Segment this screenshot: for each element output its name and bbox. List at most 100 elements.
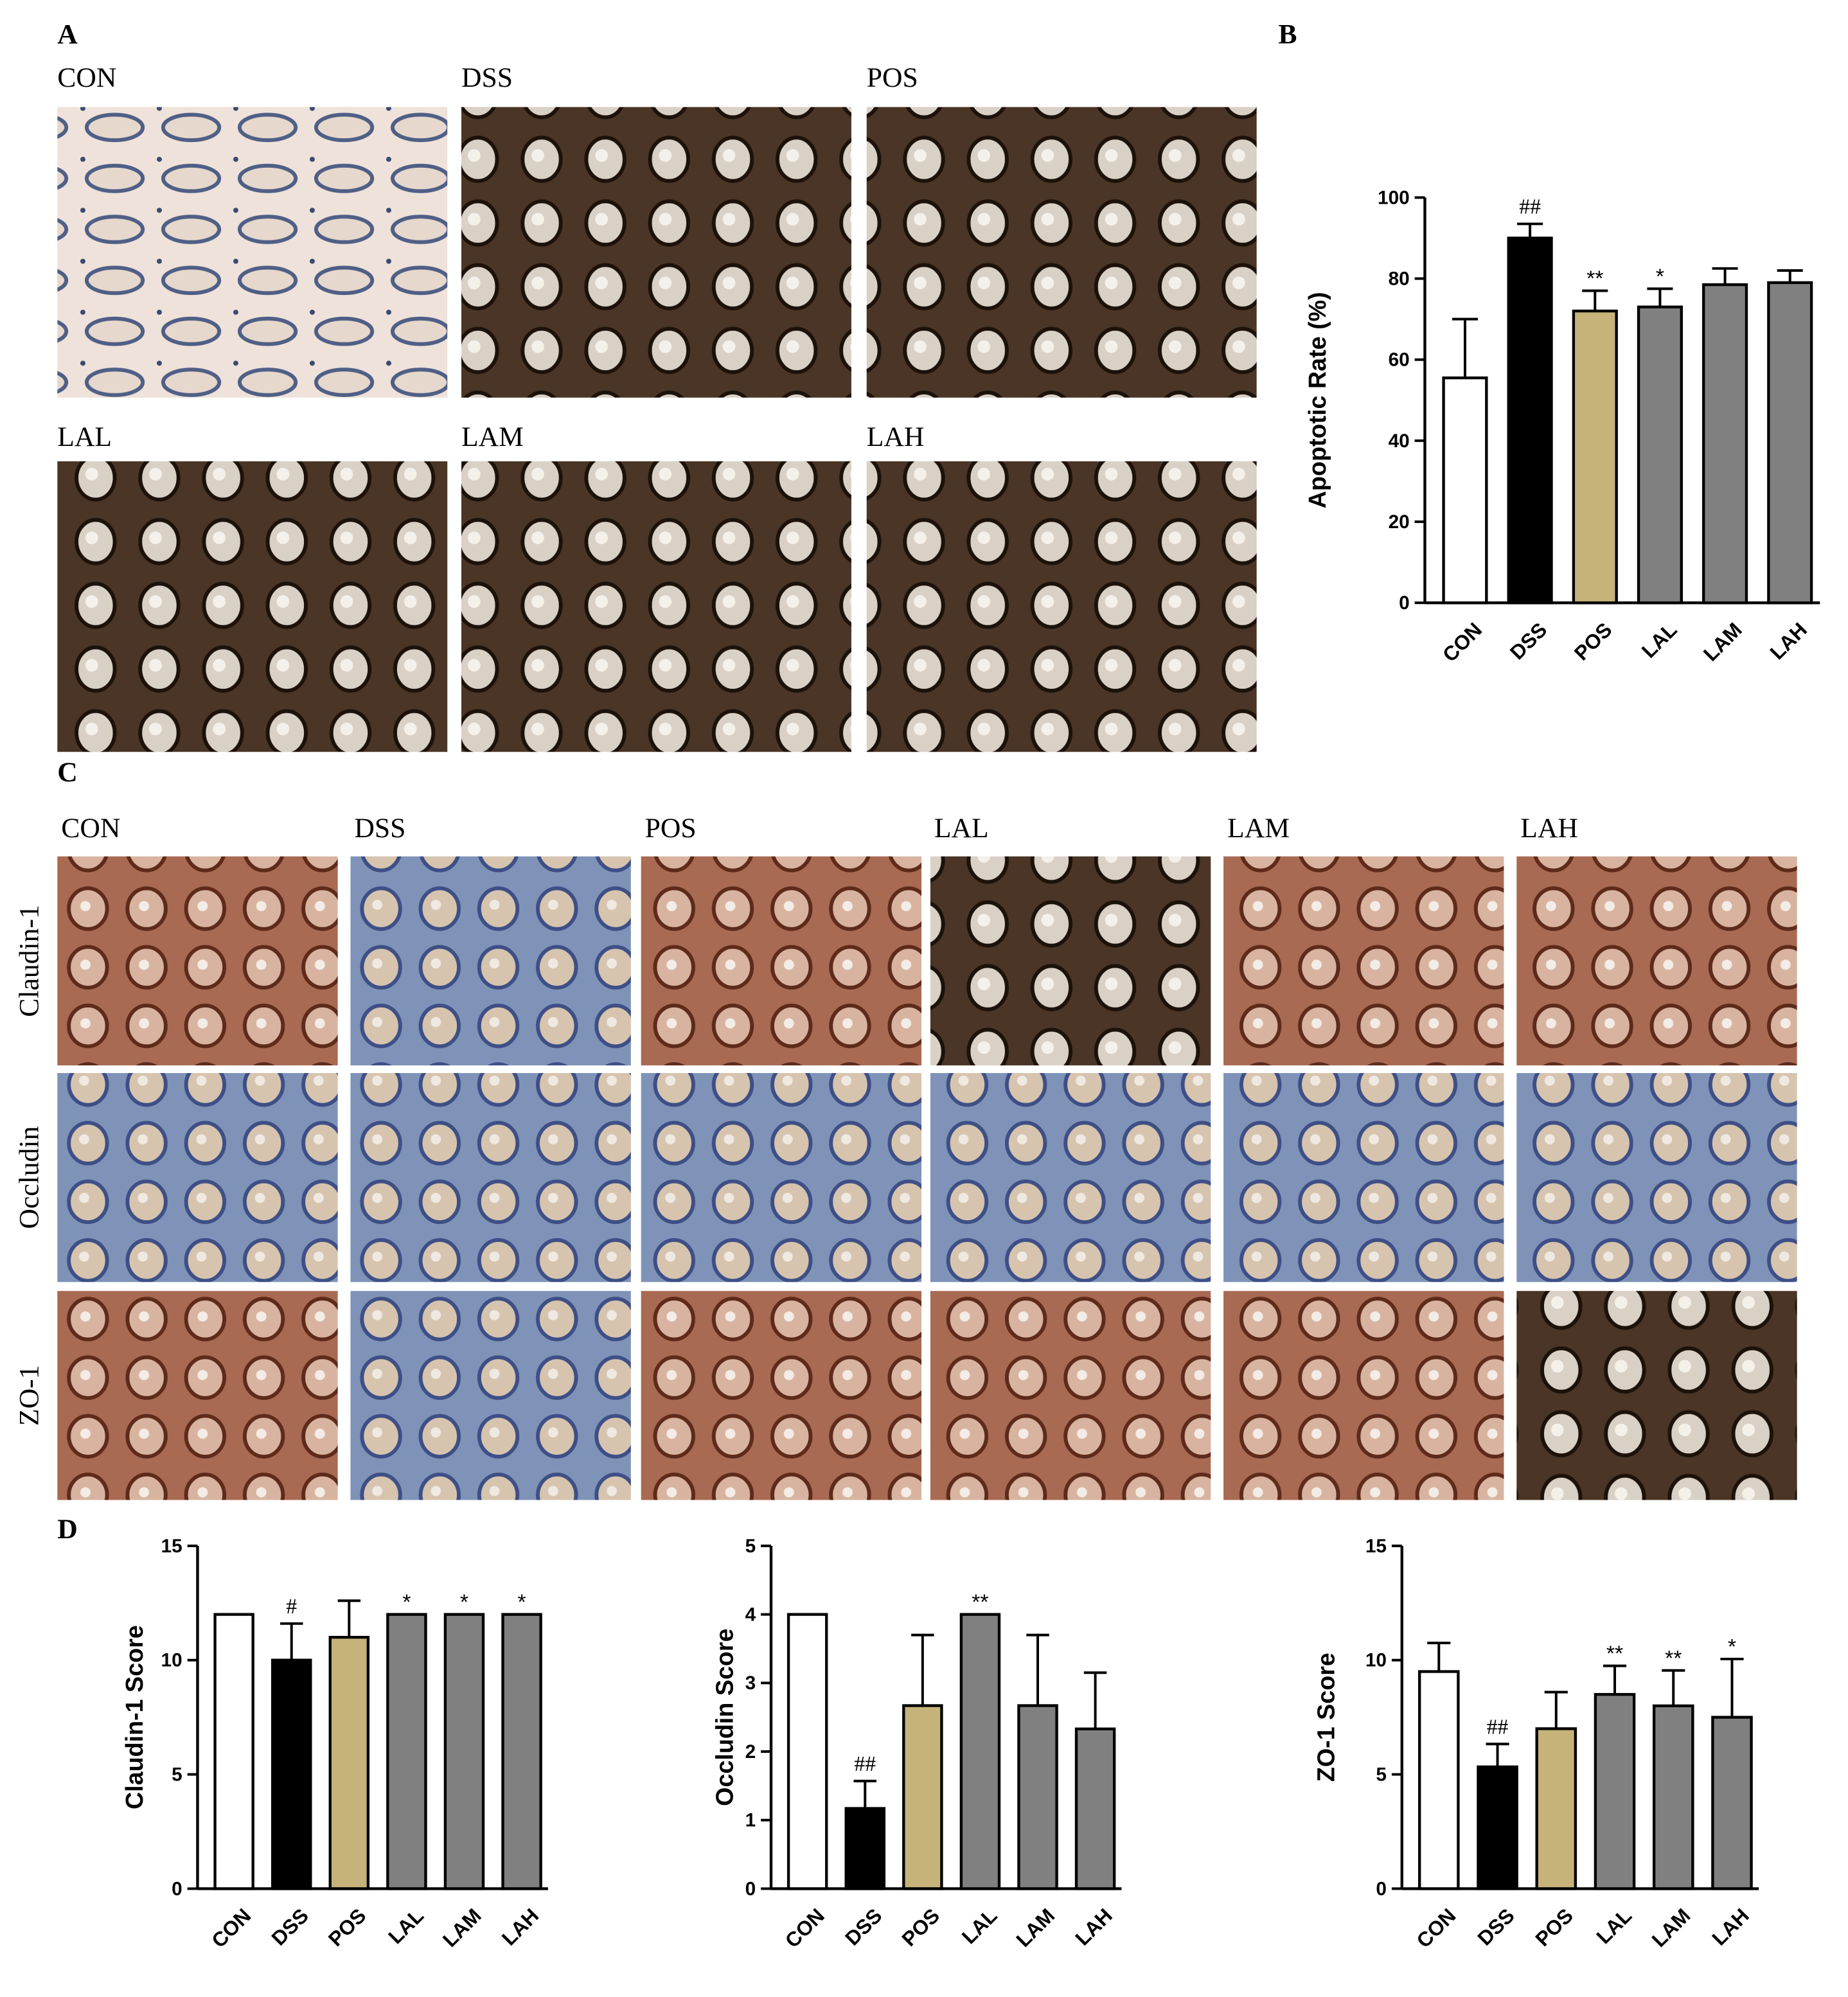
bar xyxy=(1017,1704,1058,1890)
panel-label: C xyxy=(57,757,78,788)
y-tick-label: 80 xyxy=(1389,268,1410,289)
significance: * xyxy=(1728,1635,1736,1659)
bar xyxy=(386,1613,427,1890)
x-tick-label: LAM xyxy=(438,1904,486,1951)
x-tick-label: DSS xyxy=(267,1904,313,1950)
y-tick-label: 60 xyxy=(1389,350,1410,371)
micrograph-label: LAL xyxy=(57,422,112,452)
panel-label: D xyxy=(57,1514,78,1545)
micrograph xyxy=(1223,1073,1504,1283)
y-axis-label: Occludin Score xyxy=(711,1628,738,1806)
x-tick-label: LAL xyxy=(957,1904,1002,1948)
panel-label: A xyxy=(57,19,78,49)
x-tick-label: POS xyxy=(1531,1904,1577,1951)
y-tick-label: 100 xyxy=(1378,187,1410,208)
row-label: Claudin-1 xyxy=(14,905,45,1016)
x-tick-label: LAM xyxy=(1699,618,1746,666)
bar xyxy=(1652,1704,1694,1890)
bar xyxy=(1418,1670,1460,1890)
bar xyxy=(1535,1727,1577,1890)
significance: * xyxy=(1656,264,1664,288)
x-tick-label: LAL xyxy=(384,1904,428,1948)
y-tick-label: 2 xyxy=(745,1741,756,1762)
significance: ** xyxy=(1586,267,1603,291)
micrograph-label: POS xyxy=(867,62,918,93)
significance: * xyxy=(460,1590,468,1615)
x-tick-label: LAH xyxy=(1765,618,1811,664)
x-tick-label: CON xyxy=(207,1904,255,1952)
significance: ** xyxy=(1606,1642,1623,1666)
micrograph xyxy=(930,1291,1211,1500)
micrograph xyxy=(57,856,338,1066)
x-tick-label: CON xyxy=(781,1904,829,1952)
x-tick-label: DSS xyxy=(840,1904,887,1950)
micrograph xyxy=(641,856,922,1066)
significance: ## xyxy=(1487,1715,1509,1739)
micrograph xyxy=(1223,856,1504,1066)
row-label: Occludin xyxy=(14,1126,45,1229)
micrograph xyxy=(461,107,851,398)
y-tick-label: 5 xyxy=(172,1764,182,1785)
micrograph xyxy=(866,107,1257,398)
y-tick-label: 15 xyxy=(161,1536,182,1557)
panel-label: B xyxy=(1278,19,1297,49)
bar xyxy=(443,1613,485,1890)
y-tick-label: 20 xyxy=(1389,511,1410,533)
bar xyxy=(1594,1692,1636,1890)
significance: ## xyxy=(854,1752,876,1776)
x-tick-label: DSS xyxy=(1473,1904,1519,1950)
y-tick-label: 0 xyxy=(745,1878,756,1899)
micrograph-label: LAL xyxy=(934,813,989,844)
x-tick-label: LAL xyxy=(1592,1904,1636,1948)
micrograph-label: DSS xyxy=(354,813,405,844)
significance: # xyxy=(286,1595,297,1619)
y-tick-label: 0 xyxy=(1399,592,1410,614)
x-tick-label: LAM xyxy=(1011,1904,1059,1951)
y-tick-label: 10 xyxy=(161,1650,182,1671)
significance: ** xyxy=(1665,1646,1682,1671)
x-tick-label: LAH xyxy=(1707,1904,1754,1950)
micrograph xyxy=(930,856,1211,1066)
y-tick-label: 40 xyxy=(1389,430,1410,452)
micrograph xyxy=(866,461,1257,752)
micrograph xyxy=(350,1073,631,1283)
y-tick-label: 5 xyxy=(1376,1764,1387,1785)
significance: * xyxy=(518,1590,526,1615)
micrograph xyxy=(57,1073,338,1283)
micrograph xyxy=(1516,1291,1797,1500)
x-tick-label: POS xyxy=(324,1904,371,1951)
micrograph-label: CON xyxy=(61,813,120,844)
x-tick-label: POS xyxy=(1570,618,1617,665)
significance: * xyxy=(402,1590,411,1615)
row-label: ZO-1 xyxy=(14,1365,45,1426)
y-tick-label: 1 xyxy=(745,1810,756,1831)
x-tick-label: LAH xyxy=(497,1904,544,1950)
bar xyxy=(271,1658,312,1890)
x-tick-label: POS xyxy=(897,1904,944,1951)
micrograph xyxy=(350,856,631,1066)
micrograph xyxy=(461,461,851,752)
bar xyxy=(902,1704,943,1890)
micrograph-label: POS xyxy=(645,813,697,844)
x-tick-label: LAL xyxy=(1637,618,1682,662)
significance: ** xyxy=(972,1590,988,1615)
bar xyxy=(959,1613,1001,1890)
y-axis-label: Claudin-1 Score xyxy=(121,1625,148,1809)
y-tick-label: 0 xyxy=(1376,1878,1387,1899)
micrograph-label: LAM xyxy=(1227,813,1290,844)
significance: ## xyxy=(1519,195,1541,219)
bar xyxy=(1572,309,1618,605)
y-axis-label: ZO-1 Score xyxy=(1313,1653,1340,1782)
bar xyxy=(1637,305,1683,605)
x-tick-label: CON xyxy=(1438,618,1486,666)
micrograph xyxy=(57,1291,338,1500)
x-tick-label: LAH xyxy=(1071,1904,1117,1950)
micrograph-label: LAH xyxy=(867,422,925,452)
micrograph-label: CON xyxy=(57,62,116,93)
bar xyxy=(1767,281,1813,605)
micrograph xyxy=(1223,1291,1504,1500)
bar xyxy=(213,1613,254,1890)
bar xyxy=(1702,283,1748,605)
x-tick-label: LAM xyxy=(1647,1904,1694,1951)
micrograph-label: DSS xyxy=(461,62,513,93)
